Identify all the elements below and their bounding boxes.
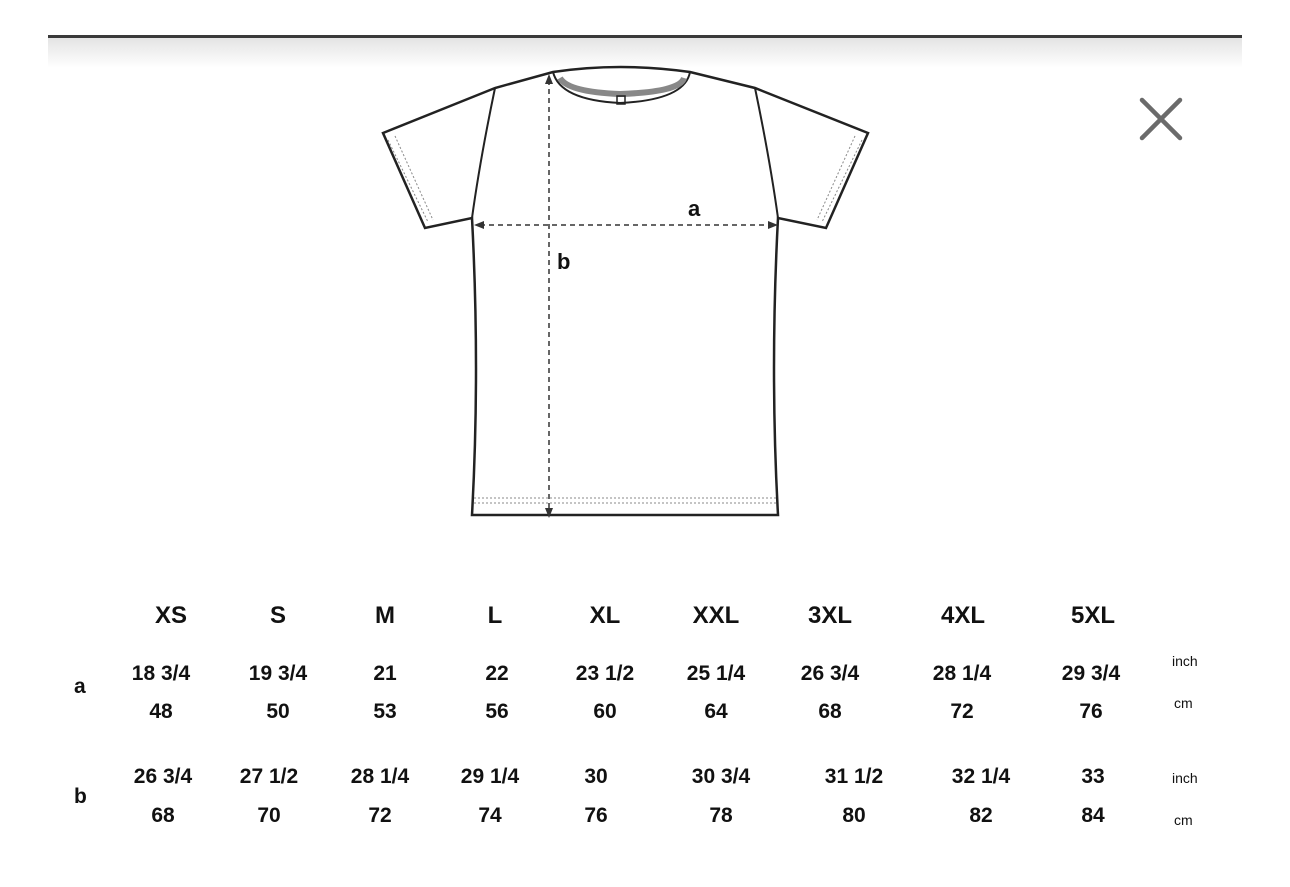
- size-header: M: [375, 602, 395, 629]
- cm-value: 74: [478, 804, 502, 827]
- unit-cm: cm: [1174, 695, 1193, 711]
- inch-value: 26 3/4: [800, 662, 860, 685]
- cm-value: 50: [266, 700, 290, 723]
- unit-inch: inch: [1172, 653, 1198, 669]
- inch-value: 23 1/2: [575, 662, 635, 685]
- inch-value: 25 1/4: [686, 662, 746, 685]
- cm-value: 72: [368, 804, 392, 827]
- cm-value: 64: [704, 700, 728, 723]
- modal-top-border: [48, 35, 1242, 38]
- unit-cm: cm: [1174, 812, 1193, 828]
- cm-value: 76: [584, 804, 608, 827]
- size-header: L: [487, 602, 503, 629]
- cm-value: 48: [149, 700, 173, 723]
- cm-value: 84: [1081, 804, 1105, 827]
- inch-value: 26 3/4: [133, 765, 193, 788]
- cm-value: 80: [842, 804, 866, 827]
- inch-value: 33: [1081, 765, 1105, 788]
- tshirt-diagram: a b: [381, 65, 870, 518]
- inch-value: 30: [584, 765, 608, 788]
- inch-value: 19 3/4: [248, 662, 308, 685]
- cm-value: 70: [257, 804, 281, 827]
- diagram-label-a: a: [688, 196, 701, 221]
- inch-value: 30 3/4: [691, 765, 751, 788]
- size-header: S: [269, 602, 287, 629]
- inch-value: 29 3/4: [1061, 662, 1121, 685]
- close-icon[interactable]: [1138, 96, 1184, 142]
- size-header: 3XL: [807, 602, 853, 629]
- row-label: a: [74, 675, 86, 698]
- unit-inch: inch: [1172, 770, 1198, 786]
- diagram-label-b: b: [557, 249, 570, 274]
- inch-value: 22: [485, 662, 509, 685]
- inch-value: 18 3/4: [131, 662, 191, 685]
- inch-value: 28 1/4: [350, 765, 410, 788]
- cm-value: 60: [593, 700, 617, 723]
- cm-value: 72: [950, 700, 974, 723]
- cm-value: 76: [1079, 700, 1103, 723]
- inch-value: 27 1/2: [239, 765, 299, 788]
- size-header: XXL: [692, 602, 740, 629]
- size-header: XL: [589, 602, 621, 629]
- row-label: b: [74, 785, 87, 808]
- cm-value: 56: [485, 700, 509, 723]
- cm-value: 68: [151, 804, 175, 827]
- inch-value: 29 1/4: [460, 765, 520, 788]
- cm-value: 82: [969, 804, 993, 827]
- inch-value: 31 1/2: [824, 765, 884, 788]
- inch-value: 21: [373, 662, 397, 685]
- cm-value: 68: [818, 700, 842, 723]
- size-header: XS: [154, 602, 188, 629]
- cm-value: 78: [709, 804, 733, 827]
- tshirt-outline: [381, 65, 870, 517]
- size-header: 5XL: [1070, 602, 1116, 629]
- inch-value: 28 1/4: [932, 662, 992, 685]
- inch-value: 32 1/4: [951, 765, 1011, 788]
- size-header: 4XL: [940, 602, 986, 629]
- modal-header-shade: [48, 38, 1242, 68]
- cm-value: 53: [373, 700, 397, 723]
